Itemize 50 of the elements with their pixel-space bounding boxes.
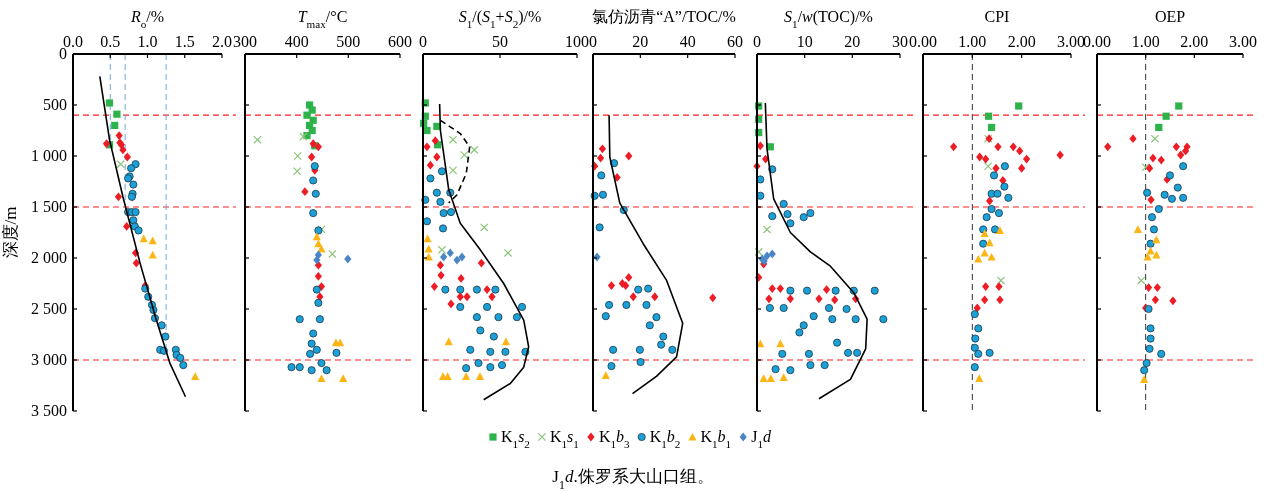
y-tick-label: 3 000	[31, 351, 67, 368]
x-tick-label: 0.00	[1083, 33, 1111, 50]
x-tick-label: 300	[233, 33, 257, 50]
x-tick-label: 400	[284, 33, 309, 50]
text: S$_{1}$/(S$_{1}$+S$_{2}$)/%	[458, 8, 542, 30]
legend-label: K$_{1}$b$_{3}$	[598, 428, 631, 450]
y-axis-title: 深度/m	[1, 206, 20, 259]
legend-label: K$_{1}$b$_{1}$	[700, 428, 732, 450]
y-tick-label: 1 000	[31, 147, 67, 164]
x-tick-label: 2.0	[212, 33, 232, 50]
x-tick-label: 3.00	[1057, 33, 1085, 50]
x-tick-label: 0.5	[100, 33, 121, 50]
y-tick-label: 500	[43, 96, 67, 113]
x-tick-label: 0	[419, 33, 427, 50]
x-axis-title: S$_{1}$/w(TOC)/%	[784, 8, 873, 30]
x-tick-label: 0	[589, 33, 597, 50]
y-tick-label: 2 000	[31, 249, 67, 266]
x-tick-label: 30	[892, 33, 908, 50]
x-tick-label: 20	[632, 33, 649, 50]
x-tick-label: 1.0	[137, 33, 158, 50]
x-tick-label: 3.00	[1229, 33, 1257, 50]
x-axis-title: CPI	[984, 8, 1010, 25]
x-tick-label: 50	[492, 33, 508, 50]
legend-label: K$_{1}$b$_{2}$	[649, 428, 681, 450]
text: J$_{1}$d.侏罗系大山口组。	[552, 467, 714, 492]
x-tick-label: 0	[753, 33, 761, 50]
x-tick-label: 40	[679, 33, 696, 50]
x-tick-label: 100	[565, 33, 589, 50]
x-tick-label: 0.00	[909, 33, 937, 50]
x-tick-label: 600	[388, 33, 412, 50]
legend-label: K$_{1}$s$_{1}$	[549, 428, 579, 450]
x-tick-label: 2.00	[1180, 33, 1209, 50]
x-tick-label: 60	[727, 33, 743, 50]
y-tick-label: 3 500	[31, 402, 67, 419]
x-axis-title: OEP	[1154, 8, 1186, 25]
legend-label: K$_{1}$s$_{2}$	[500, 428, 530, 450]
x-tick-label: 0.0	[63, 33, 83, 50]
x-tick-label: 1.00	[958, 33, 987, 50]
y-tick-label: 1 500	[31, 198, 67, 215]
x-tick-label: 1.5	[174, 33, 195, 50]
x-tick-label: 1.00	[1131, 33, 1160, 50]
x-axis-title: T$_{max}$/°C	[297, 8, 348, 30]
x-axis-title: R$_{o}$/%	[129, 8, 165, 30]
x-tick-label: 500	[336, 33, 361, 50]
x-tick-label: 10	[796, 33, 813, 50]
y-tick-label: 2 500	[31, 300, 67, 317]
x-tick-label: 20	[844, 33, 861, 50]
x-tick-label: 2.00	[1007, 33, 1036, 50]
legend-label: J$_{1}$d	[751, 428, 773, 450]
x-axis-title: 氯仿沥青“A”/TOC/%	[592, 8, 736, 25]
